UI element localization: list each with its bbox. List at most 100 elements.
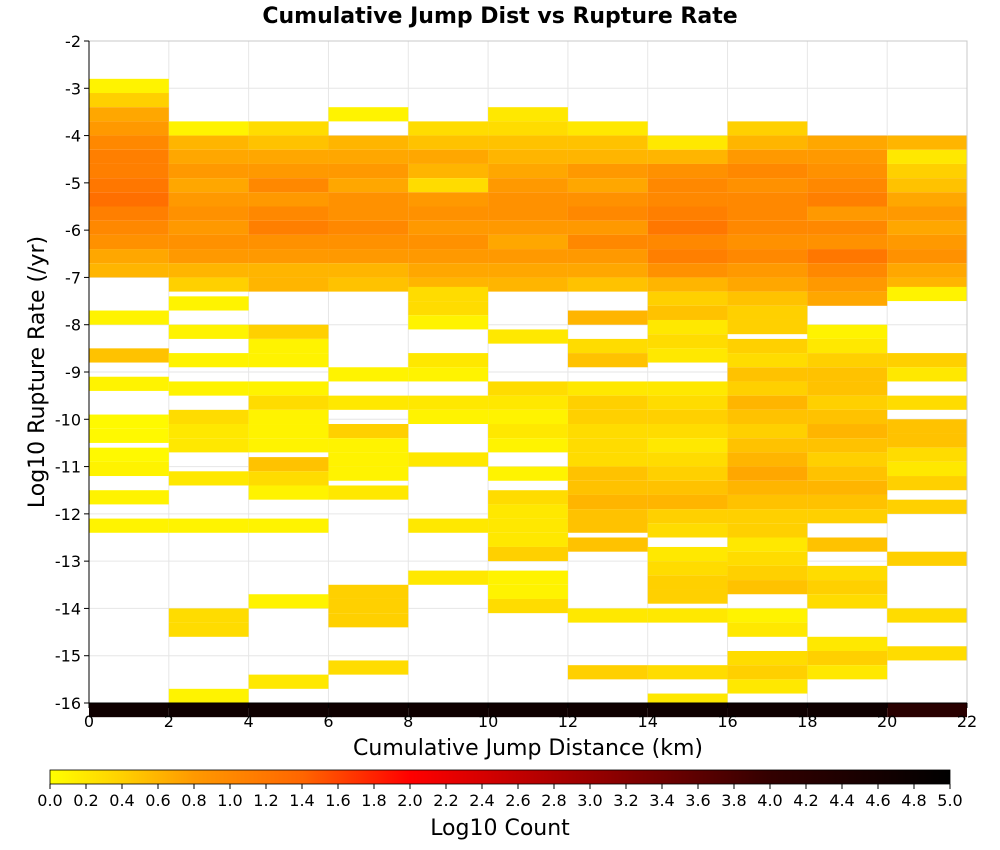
heatmap-cell	[488, 206, 568, 221]
heatmap-cell	[887, 395, 967, 410]
heatmap-cell	[567, 494, 648, 510]
x-tick-label: 14	[638, 712, 658, 731]
heatmap-cell	[887, 433, 967, 448]
heatmap-cell	[248, 220, 329, 235]
heatmap-cell	[647, 438, 728, 453]
colorbar-tick-label: 3.6	[685, 791, 710, 810]
heatmap-cell	[727, 319, 808, 335]
heatmap-cell	[727, 206, 808, 221]
heatmap-cell	[887, 419, 967, 434]
colorbar-tick-label: 4.4	[829, 791, 854, 810]
heatmap-cell	[647, 480, 728, 495]
x-axis-label: Cumulative Jump Distance (km)	[353, 736, 703, 761]
heatmap-cell	[328, 438, 409, 453]
heatmap-cell	[807, 206, 888, 221]
heatmap-cell	[567, 310, 648, 325]
heatmap-cell	[248, 594, 329, 609]
heatmap-cell	[727, 424, 808, 439]
y-tick-label: -14	[55, 599, 81, 618]
heatmap-cell	[887, 149, 967, 164]
heatmap-cell	[488, 381, 568, 396]
heatmap-cell	[567, 220, 648, 235]
colorbar-tick-label: 0.4	[109, 791, 134, 810]
y-tick-label: -16	[55, 694, 81, 713]
y-tick-label: -2	[65, 32, 81, 51]
heatmap-cell	[647, 348, 728, 363]
heatmap-cell	[887, 703, 967, 718]
colorbar-tick-label: 4.6	[865, 791, 890, 810]
colorbar-tick-label: 1.0	[217, 791, 242, 810]
heatmap-cell	[647, 334, 728, 349]
heatmap-cell	[647, 192, 728, 207]
heatmap-cell	[488, 220, 568, 235]
heatmap-cell	[807, 291, 888, 306]
x-tick-label: 18	[797, 712, 817, 731]
heatmap-cell	[89, 447, 169, 462]
heatmap-cell	[647, 546, 728, 562]
heatmap-cell	[647, 381, 728, 396]
heatmap-cell	[807, 149, 888, 164]
heatmap-cell	[408, 367, 489, 382]
heatmap-cell	[727, 249, 808, 264]
heatmap-cell	[647, 589, 728, 604]
heatmap-cell	[89, 178, 169, 193]
y-tick-label: -6	[65, 221, 81, 240]
heatmap-cell	[567, 206, 648, 221]
heatmap-cell	[328, 220, 409, 235]
colorbar-tick-label: 2.8	[541, 791, 566, 810]
heatmap-cell	[89, 78, 169, 94]
heatmap-cell	[89, 376, 169, 391]
heatmap-cell	[328, 466, 409, 481]
heatmap-cell	[408, 286, 489, 302]
heatmap-cell	[567, 381, 648, 396]
heatmap-cell	[248, 234, 329, 250]
x-tick-label: 4	[244, 712, 254, 731]
heatmap-cell	[408, 353, 489, 368]
heatmap-cell	[248, 457, 329, 472]
heatmap-cell	[647, 263, 728, 278]
heatmap-cell	[887, 499, 967, 514]
heatmap-cell	[887, 476, 967, 491]
heatmap-cell	[727, 305, 808, 320]
heatmap-cell	[248, 149, 329, 164]
heatmap-cell	[727, 509, 808, 524]
heatmap-cell	[408, 178, 489, 193]
heatmap-cell	[168, 206, 249, 221]
x-tick-label: 0	[84, 712, 94, 731]
heatmap-cell	[727, 353, 808, 368]
colorbar-tick-label: 4.2	[793, 791, 818, 810]
heatmap-cell	[727, 381, 808, 396]
heatmap-cell	[807, 324, 888, 339]
colorbar-tick-label: 5.0	[937, 791, 962, 810]
heatmap-cell	[567, 178, 648, 193]
heatmap-cell	[89, 518, 169, 533]
heatmap-cell	[488, 424, 568, 439]
heatmap-cell	[647, 220, 728, 235]
heatmap-cell	[168, 296, 249, 311]
colorbar-tick-label: 3.4	[649, 791, 674, 810]
heatmap-cell	[168, 234, 249, 250]
heatmap-cell	[328, 163, 409, 179]
heatmap-cell	[488, 121, 568, 136]
heatmap-cell	[807, 438, 888, 453]
heatmap-cell	[248, 263, 329, 278]
heatmap-cell	[647, 424, 728, 439]
heatmap-cell	[567, 452, 648, 467]
heatmap-cell	[89, 234, 169, 250]
heatmap-cell	[168, 381, 249, 396]
heatmap-cell	[567, 163, 648, 179]
heatmap-cell	[89, 192, 169, 207]
heatmap-cell	[567, 608, 648, 623]
heatmap-cell	[567, 518, 648, 533]
colorbar-tick-label: 1.6	[325, 791, 350, 810]
heatmap-cell	[89, 703, 169, 718]
heatmap-cell	[408, 234, 489, 250]
heatmap-cell	[488, 249, 568, 264]
heatmap-cell	[567, 409, 648, 425]
heatmap-cell	[647, 178, 728, 193]
heatmap-cell	[89, 263, 169, 278]
heatmap-cell	[727, 466, 808, 481]
colorbar-tick-label: 0.2	[73, 791, 98, 810]
heatmap-cell	[807, 277, 888, 292]
heatmap-cell	[727, 163, 808, 179]
